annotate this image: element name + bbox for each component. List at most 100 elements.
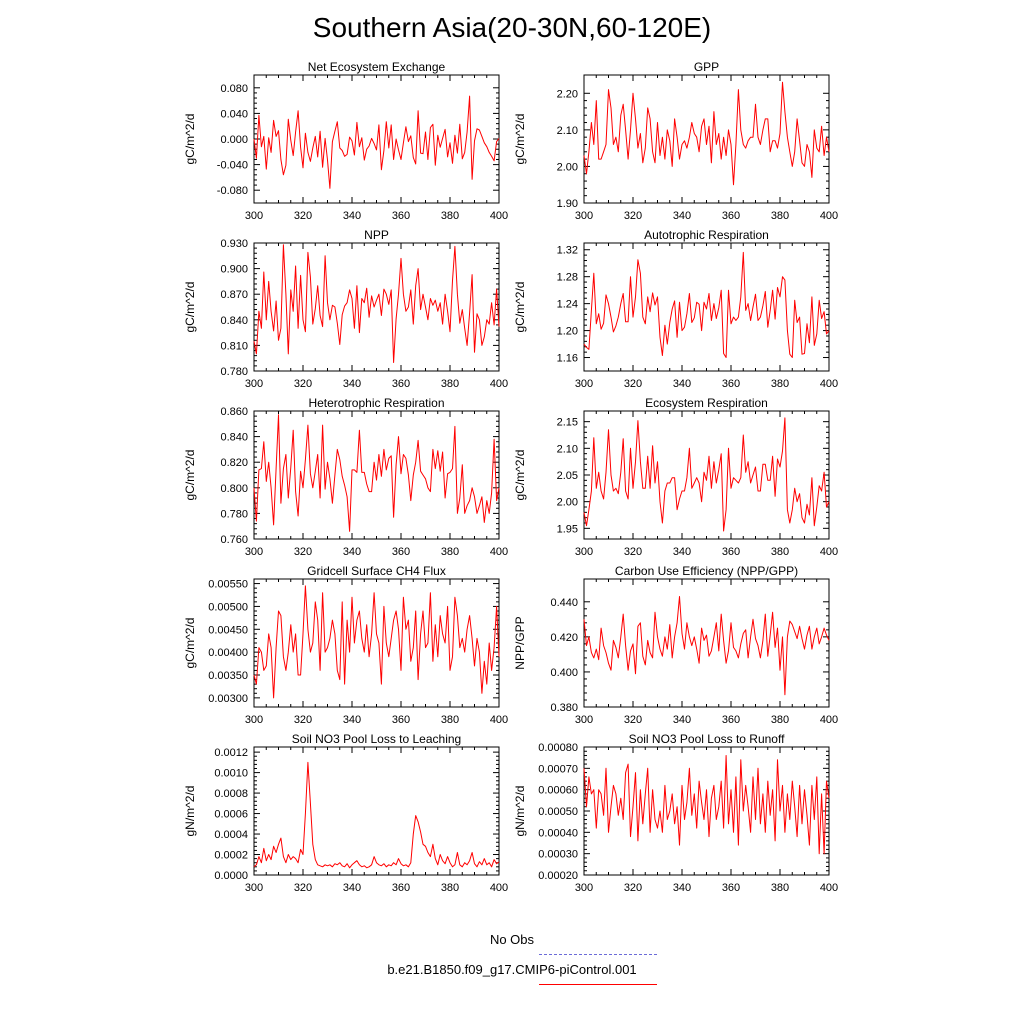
y-tick-label: -0.080 — [217, 185, 248, 197]
x-tick-label: 360 — [392, 546, 410, 558]
x-tick-label: 340 — [673, 210, 691, 222]
y-tick-label: 0.780 — [220, 508, 248, 520]
y-tick-label: 1.28 — [557, 272, 578, 284]
x-tick-label: 400 — [490, 546, 508, 558]
y-tick-label: 0.760 — [220, 534, 248, 546]
x-tick-label: 400 — [490, 210, 508, 222]
series-line — [583, 251, 830, 358]
legend-obs-line — [539, 954, 657, 955]
y-tick-label: 1.90 — [557, 198, 578, 210]
y-tick-label: 2.00 — [557, 161, 578, 173]
y-axis-label: gC/m^2/d — [183, 114, 197, 165]
y-tick-label: 0.00080 — [538, 742, 578, 754]
y-tick-label: 2.10 — [557, 125, 578, 137]
series-line — [253, 95, 500, 189]
legend-model-label: b.e21.B1850.f09_g17.CMIP6-piControl.001 — [387, 962, 637, 977]
y-tick-label: 0.00500 — [208, 601, 248, 613]
y-tick-label: 0.040 — [220, 108, 248, 120]
chart-title: Carbon Use Efficiency (NPP/GPP) — [615, 564, 798, 578]
y-tick-label: 0.0002 — [214, 850, 248, 862]
y-tick-label: 0.840 — [220, 432, 248, 444]
chart-title: Ecosystem Respiration — [645, 396, 768, 410]
y-tick-label: 0.820 — [220, 457, 248, 469]
plot-frame — [583, 746, 830, 876]
x-tick-label: 320 — [294, 378, 312, 390]
x-tick-label: 380 — [771, 882, 789, 894]
chart-title: Autotrophic Respiration — [644, 228, 769, 242]
x-tick-label: 320 — [294, 714, 312, 726]
x-tick-label: 320 — [294, 546, 312, 558]
y-tick-label: 1.95 — [557, 523, 578, 535]
y-tick-label: 0.810 — [220, 340, 248, 352]
y-tick-label: 2.05 — [557, 470, 578, 482]
chart-8: Carbon Use Efficiency (NPP/GPP) NPP/GPP 30… — [513, 564, 838, 726]
y-tick-label: 0.400 — [550, 667, 578, 679]
x-tick-label: 340 — [673, 546, 691, 558]
y-tick-label: 0.930 — [220, 238, 248, 250]
x-tick-label: 300 — [245, 210, 263, 222]
chart-3: NPP gC/m^2/d 300 320 340 360 380 400 0.780 0.810 0… — [183, 228, 508, 390]
y-tick-label: 0.080 — [220, 83, 248, 95]
series-line — [253, 585, 500, 699]
chart-title: Net Ecosystem Exchange — [308, 60, 446, 74]
y-axis-label: gC/m^2/d — [513, 282, 527, 333]
x-tick-label: 300 — [245, 546, 263, 558]
y-tick-label: 0.900 — [220, 264, 248, 276]
series-line — [253, 244, 500, 363]
chart-title: NPP — [364, 228, 389, 242]
x-tick-label: 360 — [722, 378, 740, 390]
y-tick-label: 0.000 — [220, 134, 248, 146]
series-line — [253, 761, 500, 869]
y-axis-label: NPP/GPP — [513, 616, 527, 669]
y-tick-label: 0.800 — [220, 483, 248, 495]
chart-4: Autotrophic Respiration gC/m^2/d 300 320 340… — [513, 228, 838, 390]
x-tick-label: 300 — [245, 714, 263, 726]
x-tick-label: 380 — [441, 210, 459, 222]
x-tick-label: 360 — [722, 882, 740, 894]
y-tick-label: 1.20 — [557, 326, 578, 338]
y-tick-label: 0.0000 — [214, 870, 248, 882]
plot-frame — [583, 74, 830, 204]
series-line — [583, 596, 830, 696]
x-tick-label: 300 — [245, 882, 263, 894]
x-tick-label: 340 — [343, 378, 361, 390]
y-axis-label: gN/m^2/d — [183, 786, 197, 837]
y-tick-label: 2.00 — [557, 497, 578, 509]
y-tick-label: 0.0008 — [214, 788, 248, 800]
y-tick-label: 0.780 — [220, 366, 248, 378]
x-tick-label: 400 — [490, 882, 508, 894]
y-axis-label: gN/m^2/d — [513, 786, 527, 837]
x-tick-label: 340 — [673, 714, 691, 726]
chart-title: Soil NO3 Pool Loss to Leaching — [292, 732, 461, 746]
series-line — [583, 81, 830, 186]
chart-title: Gridcell Surface CH4 Flux — [307, 564, 446, 578]
x-tick-label: 380 — [771, 210, 789, 222]
x-tick-label: 300 — [245, 378, 263, 390]
x-tick-label: 340 — [673, 378, 691, 390]
x-tick-label: 320 — [624, 378, 642, 390]
x-tick-label: 400 — [820, 714, 838, 726]
y-tick-label: 0.00070 — [538, 763, 578, 775]
chart-2: GPP gC/m^2/d 300 320 340 360 380 400 1.90 2.00 2.1… — [513, 60, 838, 222]
x-tick-label: 300 — [575, 210, 593, 222]
x-tick-label: 300 — [575, 546, 593, 558]
y-tick-label: 1.24 — [557, 299, 578, 311]
x-tick-label: 300 — [575, 882, 593, 894]
x-tick-label: 380 — [441, 882, 459, 894]
x-tick-label: 340 — [673, 882, 691, 894]
plot-frame — [583, 578, 830, 708]
y-tick-label: 0.00400 — [208, 647, 248, 659]
y-tick-label: 0.00040 — [538, 827, 578, 839]
x-tick-label: 360 — [392, 210, 410, 222]
y-tick-label: 1.32 — [557, 245, 578, 257]
chart-6: Ecosystem Respiration gC/m^2/d 300 320 340 36… — [513, 396, 838, 558]
x-tick-label: 400 — [820, 378, 838, 390]
y-axis-label: gC/m^2/d — [513, 450, 527, 501]
y-tick-label: 2.10 — [557, 443, 578, 455]
y-tick-label: 0.0004 — [214, 829, 248, 841]
x-tick-label: 400 — [820, 210, 838, 222]
y-tick-label: 0.00030 — [538, 849, 578, 861]
y-tick-label: 0.00020 — [538, 870, 578, 882]
y-tick-label: 0.00450 — [208, 624, 248, 636]
